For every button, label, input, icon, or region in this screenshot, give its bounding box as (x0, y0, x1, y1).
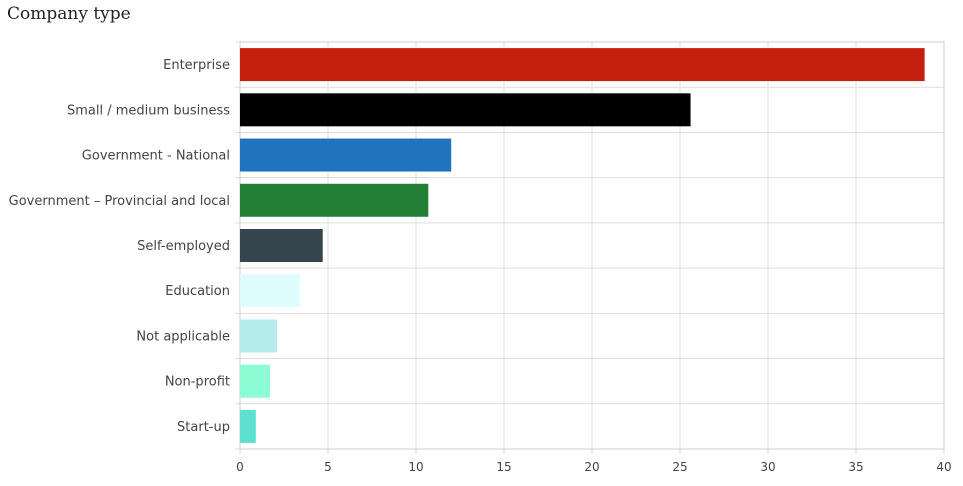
category-label: Government - National (82, 149, 230, 164)
chart-title: Company type (7, 4, 131, 24)
category-label: Non-profit (165, 375, 230, 390)
category-label: Small / medium business (67, 103, 230, 118)
bar[interactable] (240, 138, 452, 172)
x-tick-label: 20 (584, 460, 599, 474)
bar[interactable] (240, 93, 691, 127)
bar[interactable] (240, 183, 429, 217)
bar[interactable] (240, 319, 277, 353)
x-tick-label: 40 (936, 460, 951, 474)
bar[interactable] (240, 48, 925, 82)
category-label: Enterprise (163, 58, 230, 73)
category-label: Start-up (177, 420, 230, 435)
x-tick-label: 25 (672, 460, 687, 474)
bar[interactable] (240, 409, 256, 443)
bar[interactable] (240, 229, 323, 262)
category-labels: Enterprise Small / medium business Governm… (9, 58, 231, 435)
x-tick-label: 0 (236, 460, 244, 474)
category-label: Education (165, 284, 230, 299)
x-axis-ticks: 0 5 10 15 20 25 30 35 40 (236, 460, 951, 474)
bar[interactable] (240, 364, 270, 398)
x-tick-label: 15 (496, 460, 511, 474)
bars (240, 48, 925, 443)
category-label: Self-employed (137, 239, 230, 254)
x-tick-label: 10 (408, 460, 423, 474)
category-label: Not applicable (136, 329, 230, 344)
category-label: Government – Provincial and local (9, 194, 230, 209)
x-tick-label: 30 (760, 460, 775, 474)
x-tick-label: 35 (848, 460, 863, 474)
x-tick-label: 5 (324, 460, 332, 474)
bar[interactable] (240, 274, 300, 308)
